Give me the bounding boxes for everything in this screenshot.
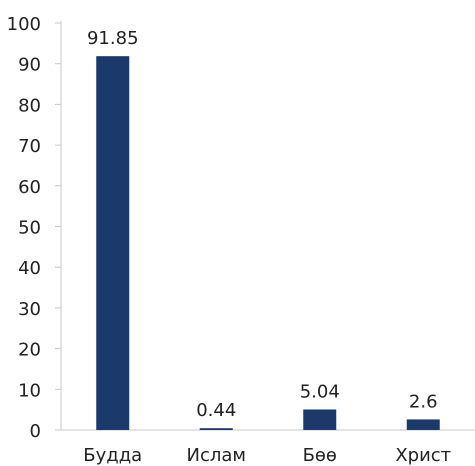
data-label: 2.6 xyxy=(409,391,438,412)
data-labels: 91.85 0.44 5.04 2.6 xyxy=(87,28,438,421)
y-tick-label: 100 xyxy=(7,14,41,35)
category-label: Бөө xyxy=(303,445,337,466)
category-labels: Будда Ислам Бөө Христ xyxy=(83,445,451,466)
y-axis: 0 10 20 30 40 50 60 70 80 90 100 xyxy=(7,14,62,442)
bar xyxy=(199,428,233,430)
y-tick-label: 40 xyxy=(18,258,41,279)
category-label: Будда xyxy=(83,445,142,466)
bar xyxy=(406,419,440,430)
bar xyxy=(96,56,130,430)
y-tick-label: 50 xyxy=(18,218,41,239)
y-tick-label: 30 xyxy=(18,299,41,320)
y-tick-label: 0 xyxy=(30,421,41,442)
data-label: 0.44 xyxy=(196,400,236,421)
y-tick-label: 70 xyxy=(18,136,41,157)
y-tick-label: 60 xyxy=(18,177,41,198)
category-label: Ислам xyxy=(187,445,246,466)
category-label: Христ xyxy=(395,445,451,466)
bar xyxy=(303,409,337,430)
y-tick-label: 80 xyxy=(18,95,41,116)
y-tick-label: 90 xyxy=(18,55,41,76)
data-label: 91.85 xyxy=(87,28,139,49)
data-label: 5.04 xyxy=(300,381,340,402)
y-tick-label: 10 xyxy=(18,380,41,401)
y-tick-label: 20 xyxy=(18,340,41,361)
bars xyxy=(96,56,440,430)
